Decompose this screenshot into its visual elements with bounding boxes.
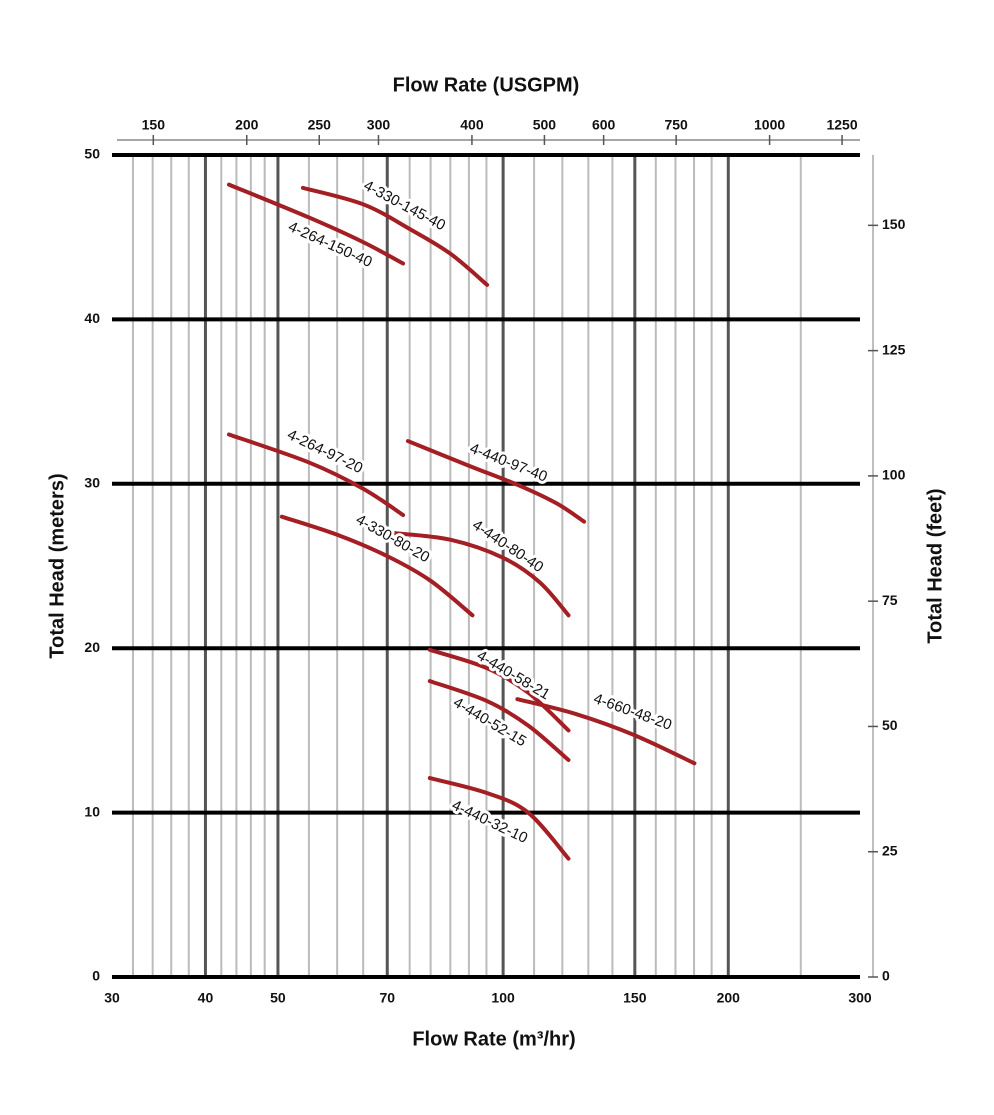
y2-tick-label: 50 [882, 717, 898, 733]
pump-curve [515, 697, 697, 766]
top-tick-label: 1250 [826, 117, 857, 133]
top-tick-label: 600 [592, 117, 616, 133]
y-tick-label: 30 [84, 475, 100, 491]
top-tick-label: 300 [367, 117, 391, 133]
top-tick-label: 250 [308, 117, 332, 133]
y-tick-label: 20 [84, 639, 100, 655]
pump-curve [226, 182, 406, 266]
pump-curve [300, 185, 490, 287]
top-axis-title: Flow Rate (USGPM) [393, 74, 580, 96]
y2-tick-label: 125 [882, 341, 906, 357]
x-tick-label: 300 [848, 990, 872, 1006]
y2-axis-title: Total Head (feet) [924, 488, 946, 643]
y2-tick-label: 0 [882, 968, 890, 984]
pump-curve [279, 514, 475, 618]
y-axis-title: Total Head (meters) [46, 473, 68, 658]
top-tick-label: 200 [235, 117, 259, 133]
curves [226, 182, 697, 861]
top-tick-label: 150 [142, 117, 166, 133]
y-tick-label: 40 [84, 310, 100, 326]
x-tick-label: 100 [491, 990, 515, 1006]
y-tick-label: 50 [84, 146, 100, 162]
curve-label: 4-440-97-40 [467, 440, 549, 486]
x-tick-label: 150 [623, 990, 647, 1006]
y-tick-label: 0 [92, 968, 100, 984]
pump-curve [405, 439, 587, 524]
y2-tick-label: 25 [882, 842, 898, 858]
y-tick-label: 10 [84, 803, 100, 819]
x-tick-label: 70 [379, 990, 395, 1006]
pump-curve [427, 647, 571, 733]
top-tick-label: 500 [533, 117, 557, 133]
y2-tick-label: 75 [882, 592, 898, 608]
x-tick-label: 40 [198, 990, 214, 1006]
x-axis-title: Flow Rate (m³/hr) [412, 1028, 575, 1050]
y2-tick-label: 150 [882, 216, 906, 232]
pump-curve [392, 531, 571, 618]
pump-curve [226, 432, 406, 518]
top-tick-label: 750 [664, 117, 688, 133]
x-tick-label: 30 [104, 990, 120, 1006]
grid [112, 135, 878, 979]
x-tick-label: 50 [270, 990, 286, 1006]
top-tick-label: 400 [460, 117, 484, 133]
curve-label: 4-660-48-20 [591, 690, 674, 734]
pump-curve [427, 679, 571, 762]
y2-tick-label: 100 [882, 467, 906, 483]
pump-curve [427, 776, 571, 861]
top-tick-label: 1000 [754, 117, 785, 133]
x-tick-label: 200 [717, 990, 741, 1006]
